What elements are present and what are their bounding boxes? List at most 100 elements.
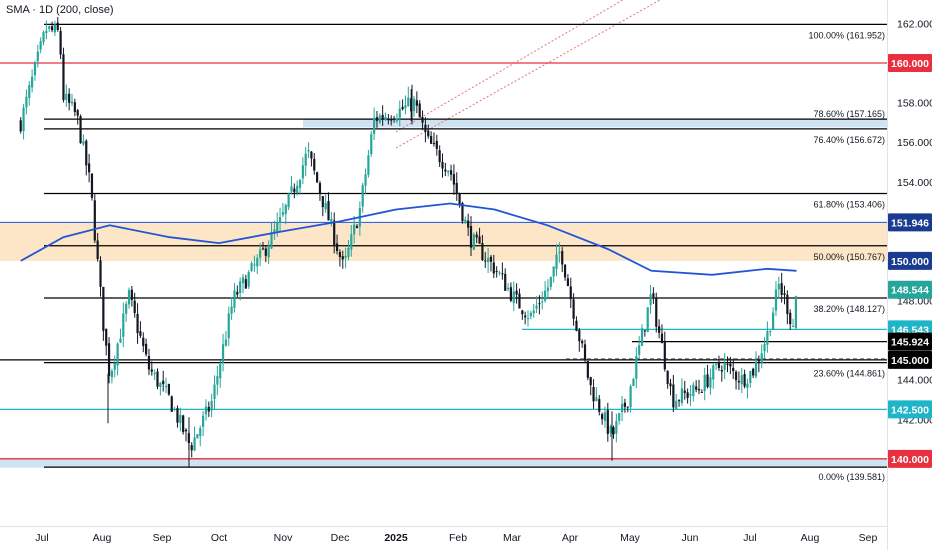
price-tag-label-6: 145.000	[891, 355, 929, 367]
candle-body-130	[390, 119, 393, 121]
candle-body-221	[649, 294, 652, 305]
candle-body-22	[82, 141, 85, 145]
candle-body-47	[153, 372, 156, 375]
candle-body-272	[794, 296, 798, 328]
candle-body-63	[199, 428, 202, 437]
x-tick-12: Jul	[743, 532, 756, 544]
candle-body-194	[572, 299, 575, 319]
candle-body-20	[76, 110, 79, 116]
candle-body-241	[706, 374, 709, 387]
candle-body-225	[660, 333, 664, 344]
candle-body-196	[578, 330, 581, 342]
x-tick-6: 2025	[384, 532, 408, 544]
candle-body-41	[136, 313, 139, 334]
candle-body-173	[512, 291, 515, 304]
fib-label-5: 38.20% (148.127)	[813, 304, 885, 314]
candle-body-167	[495, 271, 498, 273]
candle-body-158	[469, 226, 473, 248]
price-tag-label-2: 150.000	[891, 256, 929, 268]
candle-body-210	[618, 412, 621, 421]
candle-body-2	[25, 96, 28, 108]
candle-body-100	[304, 153, 307, 166]
candle-body-190	[561, 251, 564, 265]
price-tag-0	[888, 54, 932, 73]
zone-2	[0, 457, 887, 468]
candle-body-138	[412, 98, 416, 112]
candle-body-92	[281, 212, 285, 216]
candle-body-107	[324, 202, 327, 210]
x-tick-5: Dec	[331, 532, 350, 544]
candle-body-181	[535, 305, 538, 309]
fib-label-3: 61.80% (153.406)	[813, 200, 885, 210]
candle-body-62	[196, 434, 199, 439]
candle-body-244	[715, 364, 718, 366]
candle-body-80	[247, 271, 250, 287]
candle-body-203	[598, 399, 601, 412]
candle-body-163	[484, 260, 487, 262]
candle-body-7	[39, 41, 42, 50]
zone-0	[0, 222, 887, 261]
candle-body-128	[384, 116, 387, 120]
candle-body-126	[378, 115, 381, 123]
candle-body-67	[210, 400, 213, 411]
candle-body-191	[563, 264, 567, 278]
candle-body-154	[458, 193, 461, 205]
candle-body-40	[133, 300, 136, 314]
candle-body-27	[96, 240, 99, 259]
candle-body-111	[335, 243, 339, 252]
candle-body-110	[333, 220, 336, 246]
candle-body-48	[156, 371, 159, 387]
candle-body-93	[284, 204, 287, 214]
candle-body-81	[250, 263, 253, 271]
candle-body-238	[697, 389, 701, 391]
candle-body-184	[544, 290, 547, 301]
candle-body-88	[270, 232, 273, 249]
x-tick-11: Jun	[682, 532, 699, 544]
candle-body-123	[370, 134, 373, 155]
fib-label-4: 50.00% (150.767)	[813, 252, 885, 262]
candle-body-166	[492, 262, 495, 274]
candle-body-182	[538, 303, 541, 305]
candle-body-21	[79, 116, 82, 144]
candle-body-99	[301, 165, 304, 179]
candle-body-161	[478, 236, 481, 244]
indicator-legend[interactable]: SMA · 1D (200, close)	[6, 4, 114, 16]
candle-body-23	[85, 140, 88, 166]
candle-body-42	[139, 331, 142, 336]
candle-body-9	[45, 30, 48, 34]
candle-body-266	[777, 284, 780, 290]
candle-body-185	[546, 287, 550, 292]
candle-body-43	[142, 337, 145, 347]
candle-body-231	[677, 400, 681, 402]
candle-body-66	[207, 406, 210, 412]
candle-body-178	[526, 318, 530, 320]
candle-body-202	[595, 397, 598, 401]
candle-body-106	[321, 196, 324, 208]
candle-body-242	[709, 377, 712, 388]
candle-body-255	[746, 383, 749, 388]
candle-body-11	[50, 26, 54, 31]
candle-body-187	[552, 266, 555, 277]
candle-body-234	[686, 392, 689, 398]
candle-body-13	[56, 22, 59, 30]
x-tick-7: Feb	[449, 532, 467, 544]
candle-body-68	[213, 384, 216, 400]
candle-body-237	[695, 386, 698, 390]
fib-labels-layer: 100.00% (161.952) 78.60% (157.165) 76.40% …	[808, 30, 885, 482]
candle-body-248	[726, 363, 729, 365]
x-axis[interactable]: Jul Aug Sep Oct Nov Dec 2025 Feb Mar Apr May Jun Jul…	[35, 532, 877, 544]
candle-body-206	[606, 410, 609, 434]
candle-body-134	[401, 106, 404, 110]
candle-body-78	[241, 277, 245, 284]
candle-body-172	[509, 287, 513, 301]
candle-body-258	[754, 361, 758, 377]
candle-body-183	[541, 301, 544, 303]
candle-body-74	[230, 306, 233, 314]
candle-body-69	[216, 376, 219, 385]
candle-body-139	[415, 100, 418, 106]
candle-body-246	[720, 370, 723, 372]
candle-body-235	[689, 393, 692, 396]
y-tick-2: 158.000	[897, 98, 932, 110]
candle-body-101	[307, 150, 310, 152]
